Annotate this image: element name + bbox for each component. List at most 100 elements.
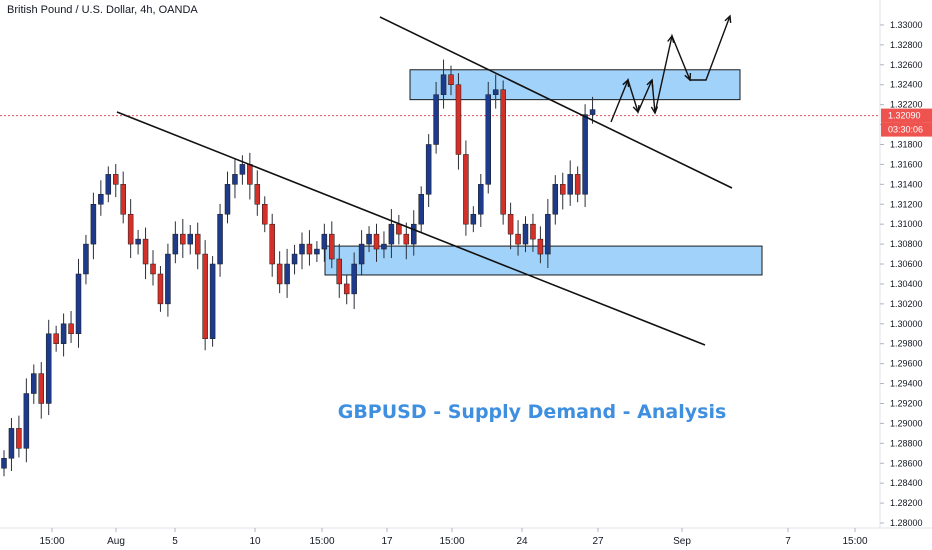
candle-body (560, 184, 566, 195)
price-tick-label: 1.32400 (890, 80, 923, 90)
projection-path (610, 15, 731, 123)
candle-body (16, 428, 22, 449)
candle-body (60, 323, 67, 344)
candle-body (209, 263, 216, 339)
candle-body (113, 174, 119, 185)
candle-body (224, 184, 231, 215)
last-price-label: 1.32090 (888, 111, 921, 121)
candle-body (552, 184, 559, 215)
candle-body (530, 223, 536, 240)
candle-body (314, 248, 320, 255)
time-tick-label: 7 (785, 536, 791, 547)
time-tick-label: 15:00 (439, 536, 464, 547)
time-tick-label: Sep (673, 536, 691, 547)
projection-arrowhead (646, 78, 654, 88)
price-tick-label: 1.32800 (890, 40, 923, 50)
candle-body (180, 233, 186, 245)
price-tick-label: 1.32600 (890, 60, 923, 70)
price-tick-label: 1.33000 (890, 20, 923, 30)
candle-body (403, 233, 410, 245)
price-tick-label: 1.31400 (890, 179, 923, 189)
candle-body (120, 184, 126, 215)
countdown-badge (881, 122, 932, 137)
candle-body (135, 238, 141, 245)
candle-body (366, 233, 372, 245)
candle-body (202, 253, 208, 339)
candle-body (381, 243, 387, 250)
candle-body (284, 263, 290, 285)
candle-body (90, 204, 97, 245)
price-tick-label: 1.29400 (890, 379, 923, 389)
price-tick-label: 1.31600 (890, 159, 923, 169)
candle-body (276, 263, 283, 285)
candle-body (448, 74, 454, 85)
candle-body (522, 223, 529, 245)
price-tick-label: 1.32200 (890, 100, 923, 110)
time-tick-label: 15:00 (309, 536, 334, 547)
chart-title: British Pound / U.S. Dollar, 4h, OANDA (7, 4, 198, 16)
price-tick-label: 1.31200 (890, 199, 923, 209)
candle-body (306, 243, 313, 255)
time-tick-label: 5 (172, 536, 178, 547)
candle-body (105, 174, 112, 195)
time-tick-label: 17 (381, 536, 393, 547)
candle-body (492, 89, 499, 95)
candle-body (217, 213, 223, 265)
time-tick-label: 10 (249, 536, 261, 547)
candle-body (1, 458, 7, 469)
price-tick-label: 1.28800 (890, 438, 923, 448)
price-tick-label: 1.30400 (890, 279, 923, 289)
candle-body (150, 263, 156, 275)
candle-body (440, 74, 447, 95)
time-tick-label: 15:00 (39, 536, 64, 547)
candle-body (343, 283, 350, 295)
candle-body (396, 223, 402, 235)
candle-body (45, 333, 52, 404)
price-tick-label: 1.28000 (890, 518, 923, 528)
candle-body (358, 243, 365, 265)
upper-trend-line (379, 16, 733, 189)
candle-body (165, 253, 171, 305)
projection-arrowhead (684, 72, 692, 82)
demand-zone (324, 245, 763, 276)
candle-body (254, 184, 261, 205)
price-tick-label: 1.28400 (890, 478, 923, 488)
last-price-badge (881, 108, 932, 123)
candle-body (485, 94, 491, 185)
candle-body (545, 213, 551, 255)
time-tick-label: 15:00 (842, 536, 867, 547)
candle-body (8, 428, 15, 459)
candle-body (157, 273, 164, 305)
candle-body (455, 84, 462, 155)
price-tick-label: 1.28600 (890, 458, 923, 468)
candle-body (470, 213, 477, 225)
candle-body (351, 263, 357, 295)
candle-body (269, 223, 275, 265)
candle-body (187, 233, 193, 245)
price-tick-label: 1.28200 (890, 498, 923, 508)
price-tick-label: 1.29600 (890, 359, 923, 369)
candle-body (336, 258, 342, 285)
countdown-label: 03:30:06 (888, 125, 923, 135)
candle-body (127, 213, 134, 245)
candle-body (500, 89, 506, 215)
projection-arrowhead (724, 14, 732, 24)
candle-body (232, 174, 238, 185)
price-tick-label: 1.29800 (890, 339, 923, 349)
candle-body (239, 164, 246, 175)
projection-arrowhead (650, 106, 659, 115)
candle-body (507, 213, 514, 235)
price-tick-label: 1.30200 (890, 299, 923, 309)
candle-body (262, 204, 268, 225)
time-tick-label: 24 (516, 536, 528, 547)
projection-arrowhead (622, 78, 630, 88)
price-tick-label: 1.31000 (890, 219, 923, 229)
lower-trend-line (116, 111, 706, 346)
candle-body (478, 184, 484, 215)
candle-body (425, 144, 432, 195)
projection-arrowhead (667, 34, 675, 43)
candle-body (321, 233, 328, 250)
candle-body (515, 233, 521, 245)
